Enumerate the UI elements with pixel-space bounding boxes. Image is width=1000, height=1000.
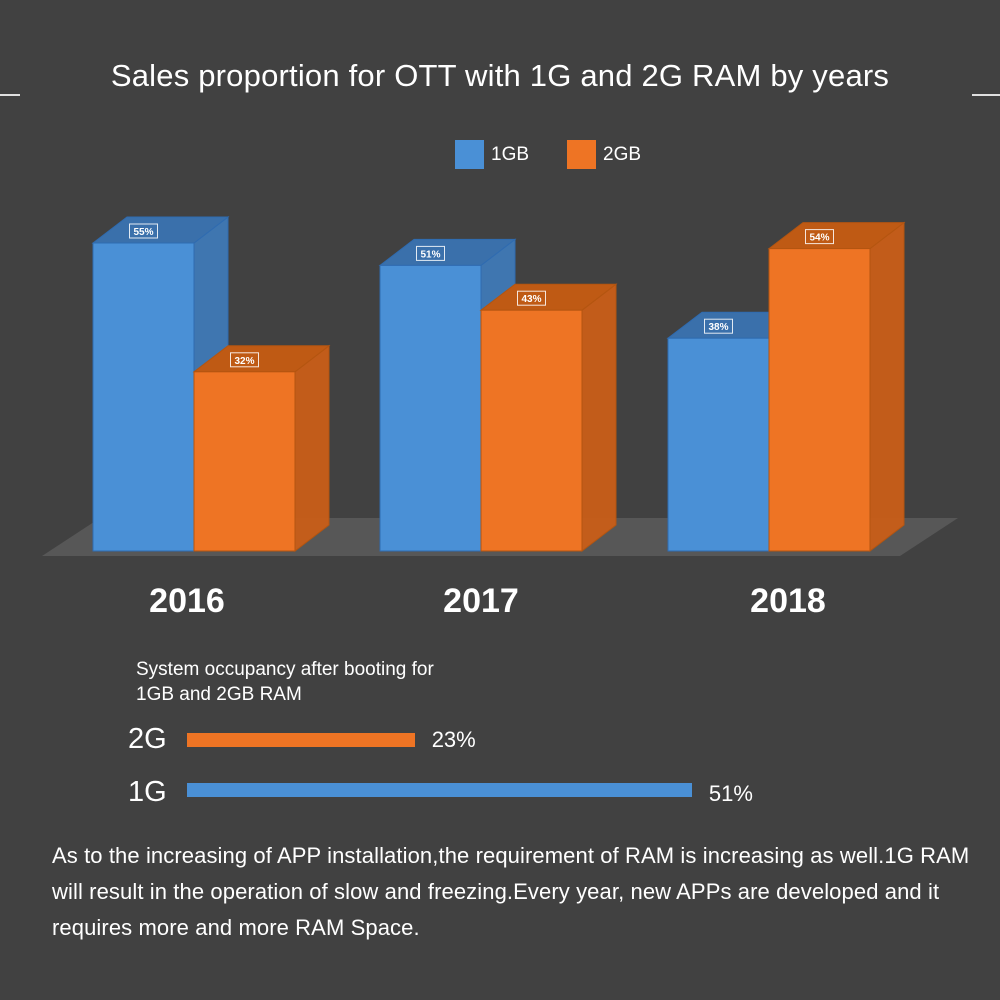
bar-2017-2gb: 43% xyxy=(479,283,618,553)
bar-value-label-2018-2gb: 54% xyxy=(809,233,829,244)
legend-item-2gb: 2GB xyxy=(567,140,641,169)
bar-label-box-2018-2gb xyxy=(805,229,834,245)
legend-item-1gb: 1GB xyxy=(455,140,529,169)
description-paragraph: As to the increasing of APP installation… xyxy=(52,843,970,940)
bar-side-2017-2gb xyxy=(581,283,617,553)
occupancy-bar-2g xyxy=(187,733,415,747)
bar-front-2017-1gb xyxy=(379,264,482,552)
occupancy-value-2g: 23% xyxy=(431,727,476,752)
bar-front-2018-2gb xyxy=(768,248,871,552)
occupancy-value-1g: 51% xyxy=(708,781,753,806)
occupancy-label-1g: 1G xyxy=(128,776,167,808)
bar-value-label-2016-1gb: 55% xyxy=(133,227,153,238)
year-label-2018: 2018 xyxy=(750,582,826,620)
bar-value-label-2018-1gb: 38% xyxy=(708,322,728,333)
legend-swatch-1gb xyxy=(455,140,484,169)
title-rule-right xyxy=(972,94,1000,96)
title-rule-left xyxy=(0,94,20,96)
legend-swatch-2gb xyxy=(567,140,596,169)
occupancy-label-2g: 2G xyxy=(128,723,167,755)
bar-chart-3d: 55% 32% 51% 43% 38% 54% xyxy=(42,215,958,556)
bar-2018-2gb: 54% xyxy=(767,221,906,553)
bar-front-2016-1gb xyxy=(92,242,195,552)
bar-label-box-2018-1gb xyxy=(704,318,733,334)
bar-2016-2gb: 32% xyxy=(192,344,331,553)
bar-label-box-2016-1gb xyxy=(129,223,158,239)
legend-label-1gb: 1GB xyxy=(491,143,530,165)
bar-label-box-2017-2gb xyxy=(517,290,546,306)
bar-front-2018-1gb xyxy=(667,337,770,552)
occupancy-bar-1g xyxy=(187,783,692,797)
year-label-2017: 2017 xyxy=(443,582,519,620)
bar-front-2017-2gb xyxy=(480,309,583,552)
bar-side-2018-2gb xyxy=(869,221,905,553)
bar-label-box-2017-1gb xyxy=(416,245,445,261)
bar-front-2016-2gb xyxy=(193,371,296,552)
bar-group: 55% 32% 51% 43% 38% 54% xyxy=(91,215,906,553)
occupancy-title: System occupancy after booting for 1GB a… xyxy=(136,659,434,705)
chart-title: Sales proportion for OTT with 1G and 2G … xyxy=(110,58,890,93)
bar-value-label-2017-1gb: 51% xyxy=(420,249,440,260)
bar-side-2016-2gb xyxy=(294,344,330,553)
year-label-2016: 2016 xyxy=(149,582,225,620)
bar-value-label-2016-2gb: 32% xyxy=(234,356,254,367)
legend-label-2gb: 2GB xyxy=(603,143,642,165)
bar-label-box-2016-2gb xyxy=(230,352,259,368)
bar-value-label-2017-2gb: 43% xyxy=(521,294,541,305)
